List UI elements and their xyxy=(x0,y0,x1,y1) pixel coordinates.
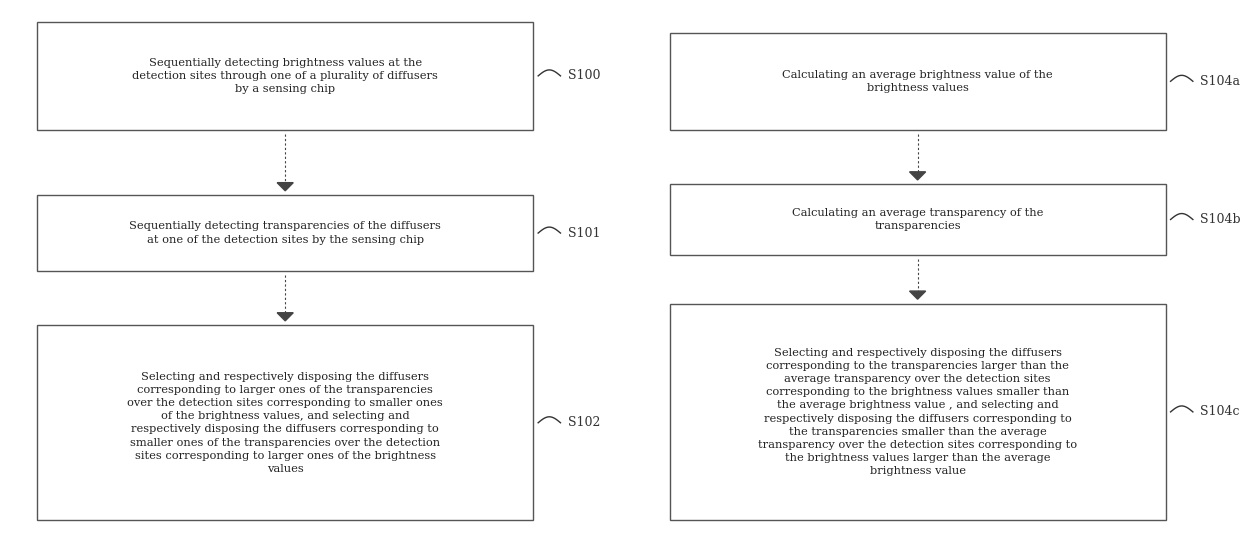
Text: Calculating an average brightness value of the
brightness values: Calculating an average brightness value … xyxy=(782,70,1053,93)
Bar xyxy=(37,22,533,130)
Polygon shape xyxy=(277,313,294,321)
Text: Selecting and respectively disposing the diffusers
corresponding to the transpar: Selecting and respectively disposing the… xyxy=(758,347,1078,476)
Polygon shape xyxy=(910,291,925,299)
Text: Sequentially detecting brightness values at the
detection sites through one of a: Sequentially detecting brightness values… xyxy=(133,57,438,94)
Polygon shape xyxy=(910,172,925,180)
Bar xyxy=(670,184,1166,255)
Text: S104c: S104c xyxy=(1200,405,1240,418)
Bar xyxy=(670,33,1166,130)
Text: Sequentially detecting transparencies of the diffusers
at one of the detection s: Sequentially detecting transparencies of… xyxy=(129,222,441,244)
Text: S104b: S104b xyxy=(1200,213,1240,226)
Polygon shape xyxy=(277,183,294,191)
Bar xyxy=(670,304,1166,520)
Text: Selecting and respectively disposing the diffusers
corresponding to larger ones : Selecting and respectively disposing the… xyxy=(128,372,443,474)
Bar xyxy=(37,325,533,520)
Text: S102: S102 xyxy=(568,416,600,429)
Text: S100: S100 xyxy=(568,69,600,82)
Text: Calculating an average transparency of the
transparencies: Calculating an average transparency of t… xyxy=(792,208,1043,231)
Text: S104a: S104a xyxy=(1200,75,1240,88)
Bar xyxy=(37,195,533,271)
Text: S101: S101 xyxy=(568,227,600,240)
